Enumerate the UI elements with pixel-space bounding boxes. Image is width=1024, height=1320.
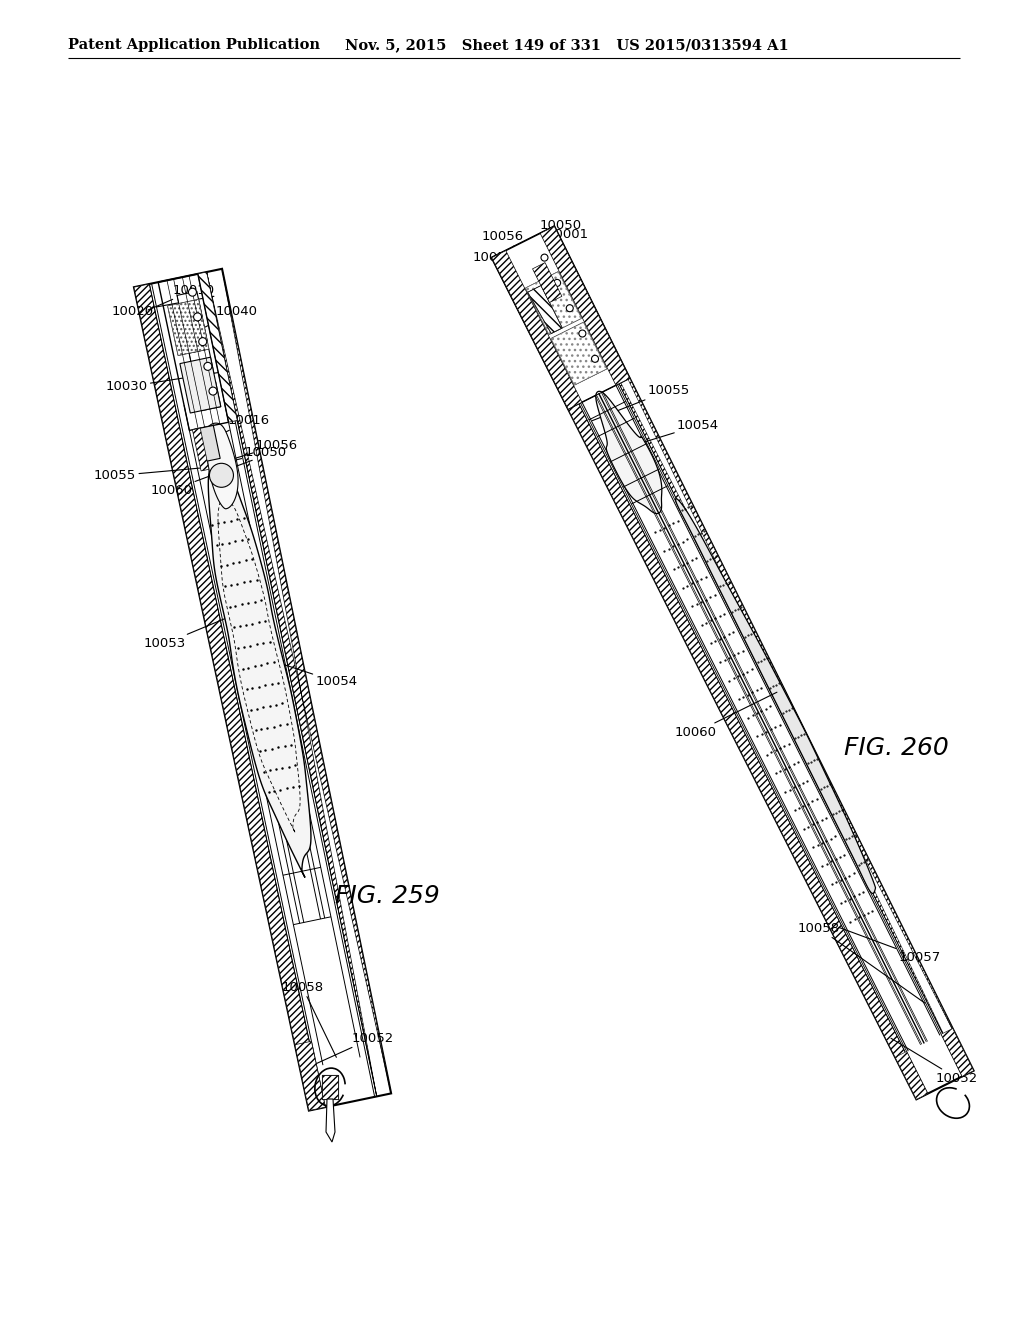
Text: 10016: 10016 [198, 414, 269, 446]
Polygon shape [525, 272, 582, 334]
Polygon shape [168, 300, 209, 355]
Circle shape [554, 280, 560, 286]
Text: Patent Application Publication: Patent Application Publication [68, 38, 319, 51]
Polygon shape [193, 428, 209, 471]
Circle shape [566, 305, 573, 312]
Polygon shape [528, 285, 562, 333]
Polygon shape [326, 1100, 335, 1142]
Polygon shape [198, 272, 238, 422]
Circle shape [592, 355, 598, 362]
Text: 10052: 10052 [891, 1039, 978, 1085]
Polygon shape [532, 263, 562, 302]
Circle shape [209, 387, 217, 395]
Polygon shape [180, 358, 221, 413]
Polygon shape [177, 292, 202, 321]
Text: 10053: 10053 [472, 251, 564, 288]
Polygon shape [134, 269, 391, 1110]
Text: 10055: 10055 [593, 384, 689, 421]
Polygon shape [322, 1074, 338, 1100]
Circle shape [579, 330, 586, 337]
Text: 10058: 10058 [282, 981, 336, 1057]
Polygon shape [676, 499, 876, 894]
Polygon shape [207, 269, 391, 1097]
Circle shape [188, 288, 197, 296]
Polygon shape [528, 285, 562, 333]
Text: 10053: 10053 [143, 603, 261, 649]
Text: 10020: 10020 [112, 296, 214, 318]
Text: 10056: 10056 [211, 440, 298, 466]
Text: 10060: 10060 [675, 692, 777, 739]
Text: 10050: 10050 [205, 446, 287, 467]
Polygon shape [189, 348, 214, 378]
Polygon shape [295, 1041, 326, 1110]
Text: 10054: 10054 [617, 418, 719, 450]
Polygon shape [544, 226, 974, 1076]
Circle shape [210, 463, 233, 487]
Text: 10050: 10050 [529, 219, 582, 265]
Polygon shape [941, 1028, 974, 1076]
Text: FIG. 259: FIG. 259 [335, 884, 439, 908]
Polygon shape [208, 442, 311, 878]
Text: 10057: 10057 [839, 928, 941, 964]
Polygon shape [168, 300, 209, 355]
Circle shape [204, 363, 212, 371]
Circle shape [199, 338, 207, 346]
Text: 10054: 10054 [246, 652, 357, 689]
Text: FIG. 260: FIG. 260 [844, 735, 948, 760]
Polygon shape [596, 391, 662, 513]
Polygon shape [541, 226, 630, 385]
Polygon shape [895, 1052, 928, 1100]
Polygon shape [551, 322, 606, 385]
Polygon shape [182, 315, 207, 345]
Polygon shape [194, 425, 220, 462]
Circle shape [194, 313, 202, 321]
Polygon shape [322, 1074, 338, 1100]
Polygon shape [525, 272, 582, 334]
Polygon shape [492, 251, 582, 409]
Polygon shape [492, 226, 974, 1100]
Text: 10052: 10052 [306, 1032, 393, 1068]
Polygon shape [492, 252, 927, 1100]
Text: 10056: 10056 [481, 230, 549, 277]
Polygon shape [134, 284, 324, 1110]
Polygon shape [492, 226, 630, 409]
Text: 10060: 10060 [151, 461, 252, 496]
Text: 10058: 10058 [798, 921, 925, 1003]
Polygon shape [551, 322, 606, 385]
Polygon shape [206, 424, 238, 508]
Text: 10055: 10055 [94, 466, 226, 482]
Text: 10010: 10010 [148, 284, 215, 310]
Text: 10001: 10001 [511, 227, 588, 269]
Text: 10040: 10040 [185, 305, 258, 337]
Text: Nov. 5, 2015   Sheet 149 of 331   US 2015/0313594 A1: Nov. 5, 2015 Sheet 149 of 331 US 2015/03… [345, 38, 788, 51]
Text: 10030: 10030 [105, 372, 222, 393]
Circle shape [541, 255, 548, 261]
Polygon shape [196, 381, 221, 411]
